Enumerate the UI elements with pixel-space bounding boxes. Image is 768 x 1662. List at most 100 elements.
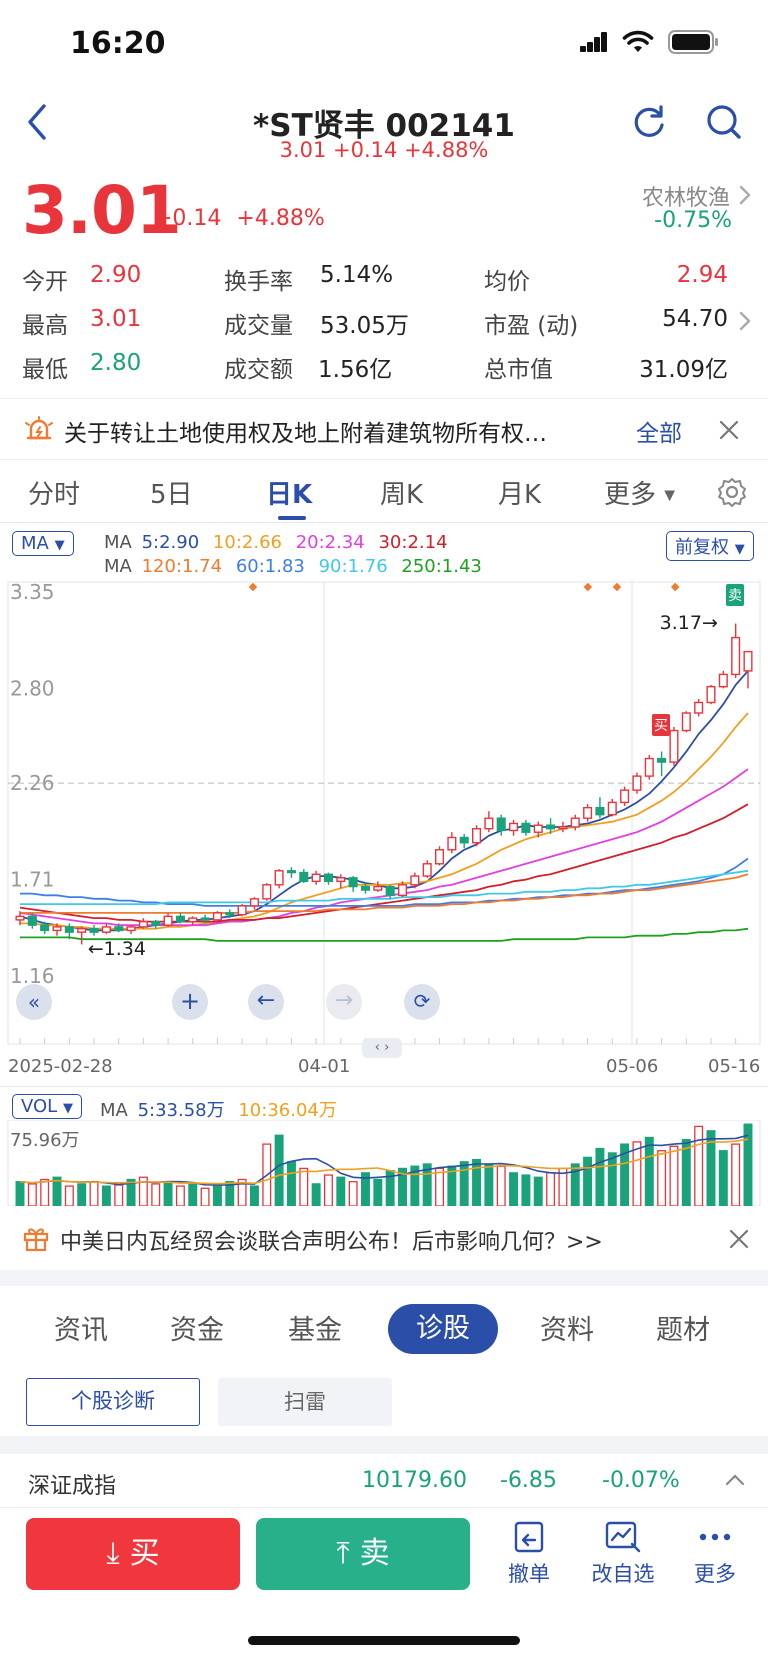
open-value: 2.90 — [90, 262, 142, 288]
vol-selector[interactable]: VOL ▼ — [12, 1094, 82, 1119]
sell-signal-badge: 卖 — [726, 584, 744, 606]
subtab-risk-scan[interactable]: 扫雷 — [218, 1378, 392, 1426]
tab-more[interactable]: 更多 ▼ — [604, 474, 675, 511]
pe-label[interactable]: 市盈 (动) — [484, 313, 579, 339]
chevron-up-icon[interactable] — [724, 1472, 746, 1488]
tab-weekly-k[interactable]: 周K — [380, 480, 424, 510]
sector-pct: -0.75% — [654, 208, 732, 233]
candle-body — [299, 871, 309, 883]
section-gap — [0, 1270, 768, 1286]
candle-body — [410, 875, 420, 886]
event-marker — [248, 582, 258, 592]
tab-5day[interactable]: 5日 — [150, 480, 193, 510]
pe-chevron-icon[interactable] — [738, 310, 752, 332]
k-line-chart[interactable]: 3.352.802.261.711.16 — [0, 580, 768, 1080]
event-marker — [583, 582, 593, 592]
signal-icon — [580, 32, 608, 52]
tab-diagnose[interactable]: 诊股 — [388, 1304, 498, 1354]
candle-body — [27, 915, 37, 926]
pe-value[interactable]: 54.70 — [662, 306, 728, 332]
volume-bar — [706, 1130, 716, 1206]
close-icon[interactable] — [718, 419, 740, 441]
alarm-bell-icon — [25, 416, 53, 440]
volume-bar — [101, 1185, 111, 1206]
volume-bar — [496, 1165, 506, 1206]
volume-label: 成交量 — [224, 313, 293, 339]
adjust-selector[interactable]: 前复权 ▼ — [666, 531, 754, 561]
zoom-in-button[interactable]: + — [172, 984, 208, 1020]
chart-resize-handle[interactable]: ‹ › — [362, 1038, 402, 1058]
candle-body — [237, 905, 247, 916]
volume-bar — [422, 1163, 432, 1206]
volume-bar — [533, 1176, 543, 1206]
volume-bar — [657, 1150, 667, 1206]
candle-body — [64, 926, 74, 933]
rotate-fullscreen-button[interactable]: ⟳ — [404, 984, 440, 1020]
cancel-order-button[interactable]: 撤单 — [484, 1520, 574, 1588]
ma-legend-item: 30:2.14 — [378, 532, 448, 553]
edit-watchlist-label: 改自选 — [591, 1562, 655, 1586]
high-label: 最高 — [22, 313, 68, 339]
candle-body — [348, 877, 358, 888]
more-button[interactable]: 更多 — [670, 1520, 760, 1588]
caret-down-icon: ▼ — [54, 538, 65, 553]
edit-watchlist-button[interactable]: 改自选 — [578, 1520, 668, 1588]
candle-body — [546, 824, 556, 830]
candle-body — [286, 870, 296, 874]
candle-body — [40, 924, 50, 932]
sector-chevron-icon[interactable] — [738, 184, 752, 206]
tab-capital[interactable]: 资金 — [170, 1315, 224, 1346]
tab-monthly-k[interactable]: 月K — [498, 480, 542, 510]
candle-body — [644, 757, 654, 777]
search-icon[interactable] — [704, 102, 744, 142]
sell-button[interactable]: ⤒ 卖 — [256, 1518, 470, 1590]
tab-themes[interactable]: 题材 — [656, 1315, 710, 1346]
scroll-left-button[interactable]: « — [16, 984, 52, 1020]
ma-legend-item: 20:2.34 — [295, 532, 365, 553]
news-bar[interactable]: 中美日内瓦经贸会谈联合声明公布！后市影响几何？>> — [0, 1212, 768, 1266]
ma-legend-item: 60:1.83 — [235, 556, 305, 577]
candle-body — [472, 828, 482, 844]
ma-legend-item: 5:2.90 — [141, 532, 200, 553]
notice-text[interactable]: 关于转让土地使用权及地上附着建筑物所有权… — [64, 421, 547, 447]
notice-bar[interactable]: 关于转让土地使用权及地上附着建筑物所有权… 全部 — [0, 398, 768, 460]
volume-chart[interactable] — [0, 1120, 768, 1206]
volume-bar — [200, 1187, 210, 1206]
step-forward-button[interactable]: → — [326, 984, 362, 1020]
price-change-pct: +4.88% — [236, 206, 325, 231]
tab-daily-k[interactable]: 日K — [266, 480, 313, 510]
volume-bar — [607, 1152, 617, 1206]
x-tick-label: 04-01 — [298, 1056, 351, 1077]
settings-icon[interactable] — [716, 476, 748, 508]
index-bar[interactable]: 深证成指 10179.60 -6.85 -0.07% — [0, 1454, 768, 1508]
ma-selector-label: MA — [21, 533, 49, 554]
candle-body — [249, 898, 259, 907]
back-icon[interactable] — [24, 102, 50, 142]
step-back-button[interactable]: ← — [248, 984, 284, 1020]
candle-body — [521, 822, 531, 833]
tab-news[interactable]: 资讯 — [54, 1315, 108, 1346]
volume-bar — [323, 1174, 333, 1206]
tab-intraday[interactable]: 分时 — [28, 480, 81, 510]
more-dots-icon — [699, 1533, 731, 1541]
candle-body — [175, 915, 185, 923]
tabs-divider — [0, 522, 768, 523]
buy-button[interactable]: ⤓ 买 — [26, 1518, 240, 1590]
notice-all-link[interactable]: 全部 — [636, 421, 682, 447]
low-value: 2.80 — [90, 350, 142, 376]
sector-name[interactable]: 农林牧渔 — [641, 186, 730, 211]
stock-title: *ST贤丰 002141 — [253, 108, 515, 144]
refresh-icon[interactable] — [630, 104, 668, 142]
candle-body — [163, 915, 173, 926]
candle-body — [459, 836, 469, 844]
candle-body — [583, 806, 593, 819]
open-label: 今开 — [22, 269, 68, 295]
close-icon[interactable] — [728, 1228, 750, 1250]
subtab-stock-diagnosis[interactable]: 个股诊断 — [26, 1378, 200, 1426]
volume-bar — [336, 1176, 346, 1206]
ma-selector[interactable]: MA ▼ — [12, 531, 74, 556]
tab-profile[interactable]: 资料 — [540, 1315, 594, 1346]
volume-bar — [40, 1178, 50, 1206]
news-text[interactable]: 中美日内瓦经贸会谈联合声明公布！后市影响几何？>> — [60, 1230, 603, 1255]
tab-funds[interactable]: 基金 — [288, 1315, 342, 1346]
